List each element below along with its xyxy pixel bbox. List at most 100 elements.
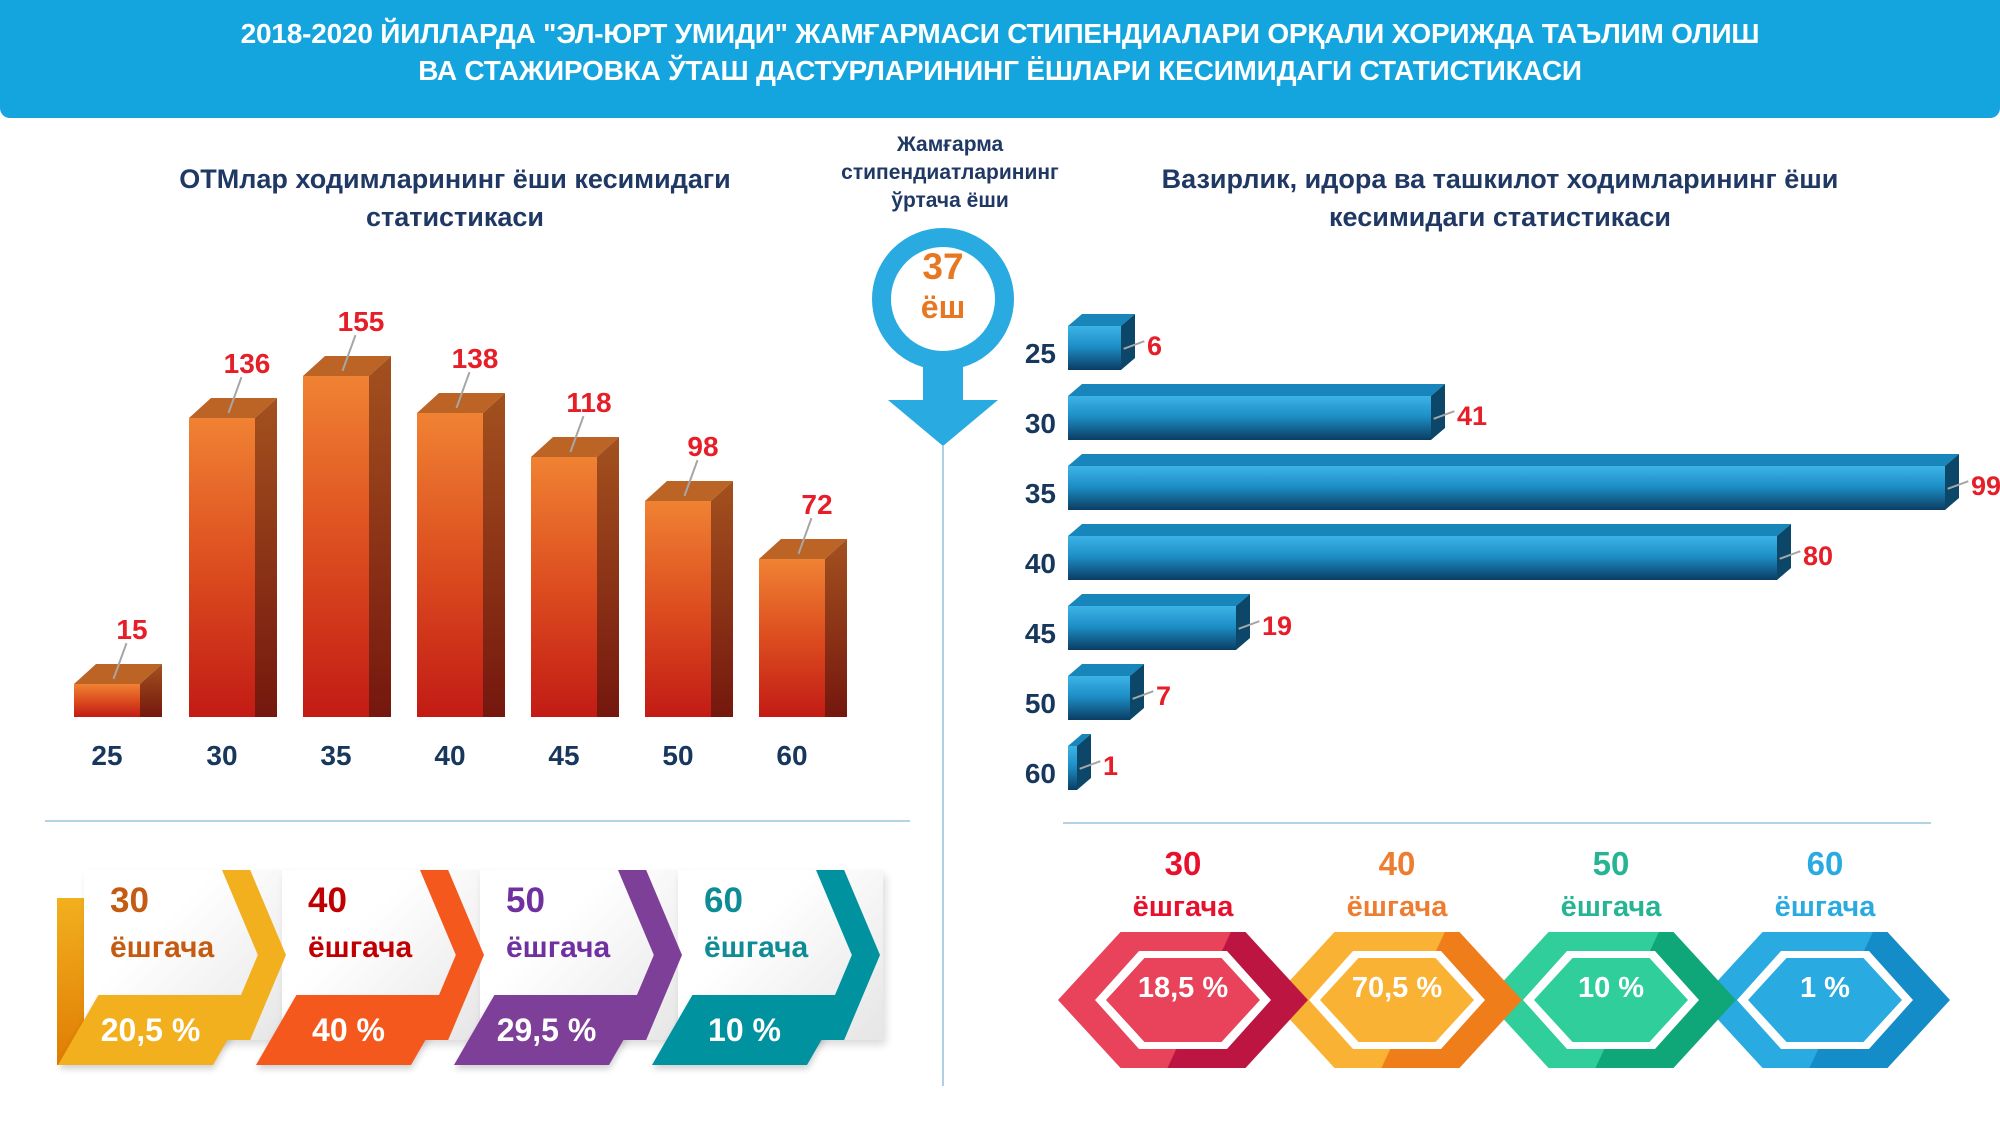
hexagon-age: 50 — [1592, 845, 1630, 882]
left-bar-side-face-35 — [369, 356, 391, 717]
left-bar-front-45 — [531, 457, 597, 717]
left-separator-line — [45, 820, 910, 822]
left-bar-front-30 — [189, 418, 255, 717]
percent-value: 18,5 % — [1137, 972, 1229, 1004]
arrow-suffix: ёшгача — [110, 931, 215, 964]
right-bar-category-25: 25 — [1024, 338, 1056, 369]
right-bar-category-30: 30 — [1024, 408, 1056, 439]
average-age-value: 37 — [922, 246, 964, 287]
right-bar-value-25: 6 — [1147, 331, 1163, 361]
left-bar-top-face-45 — [531, 437, 619, 457]
arrow-age: 40 — [308, 881, 347, 920]
arrow-suffix: ёшгача — [704, 931, 809, 964]
arrow-age-label: 40 ёшгача — [308, 878, 438, 970]
right-bar-side-face-45 — [1236, 594, 1250, 650]
left-bar-category-40: 40 — [434, 740, 466, 771]
vertical-divider — [942, 446, 944, 1086]
right-bar-front-45 — [1068, 606, 1236, 650]
left-bar-side-face-50 — [711, 481, 733, 717]
left-bar-side-face-60 — [825, 539, 847, 717]
hexagon-suffix: ёшгача — [1774, 891, 1876, 923]
percent-value: 10 % — [1577, 972, 1645, 1004]
left-bar-category-35: 35 — [320, 740, 352, 771]
left-bar-side-face-45 — [597, 437, 619, 717]
right-bar-side-face-50 — [1130, 664, 1144, 720]
right-bar-value-30: 41 — [1457, 401, 1488, 431]
right-bar-category-60: 60 — [1024, 758, 1056, 789]
left-bar-category-45: 45 — [548, 740, 580, 771]
right-bar-value-50: 7 — [1156, 681, 1172, 711]
left-bar-front-50 — [645, 501, 711, 717]
right-bar-side-face-30 — [1431, 384, 1445, 440]
page-title-line2: ВА СТАЖИРОВКА ЎТАШ ДАСТУРЛАРИНИНГ ЁШЛАРИ… — [418, 55, 1582, 86]
right-bar-top-face-25 — [1068, 314, 1135, 326]
arrow-age: 60 — [704, 881, 743, 920]
arrow-age-label: 30 ёшгача — [110, 878, 240, 970]
right-bar-side-face-25 — [1121, 314, 1135, 370]
arrow-suffix: ёшгача — [506, 931, 611, 964]
left-bar-category-25: 25 — [91, 740, 123, 771]
percent-value: 1 % — [1800, 972, 1850, 1004]
right-bar-value-45: 19 — [1262, 611, 1293, 641]
left-chart-title: ОТМлар ходимларининг ёши кесимидаги стат… — [130, 160, 780, 236]
arrow-age-label: 50 ёшгача — [506, 878, 636, 970]
right-bar-category-35: 35 — [1024, 478, 1056, 509]
page-title-line1: 2018-2020 ЙИЛЛАРДА "ЭЛ-ЮРТ УМИДИ" ЖАМҒАР… — [240, 18, 1760, 49]
right-separator-line — [1063, 822, 1931, 824]
left-bar-side-face-40 — [483, 393, 505, 717]
right-bar-value-60: 1 — [1103, 751, 1119, 781]
percent-value: 70,5 % — [1351, 972, 1443, 1004]
hexagon-suffix: ёшгача — [1560, 891, 1662, 923]
left-bar-value-60: 72 — [801, 489, 833, 520]
right-bar-category-50: 50 — [1024, 688, 1056, 719]
right-bar-top-face-40 — [1068, 524, 1791, 536]
percent-value: 40 % — [312, 1012, 385, 1048]
average-age-unit: ёш — [920, 289, 966, 325]
right-bar-value-35: 99 — [1971, 471, 2000, 501]
right-bar-category-40: 40 — [1024, 548, 1056, 579]
percent-value: 29,5 % — [496, 1012, 597, 1048]
right-bar-front-40 — [1068, 536, 1777, 580]
percent-value: 20,5 % — [100, 1012, 201, 1048]
right-bar-top-face-45 — [1068, 594, 1250, 606]
hexagon-age: 60 — [1806, 845, 1844, 882]
right-bar-side-face-40 — [1777, 524, 1791, 580]
right-bar-front-25 — [1068, 326, 1121, 370]
hexagon-age-label: 50 ёшгача — [1501, 843, 1721, 928]
average-age-label-line1: Жамғарма — [896, 133, 1004, 156]
arrow-age-label: 60 ёшгача — [704, 878, 834, 970]
right-bar-front-35 — [1068, 466, 1945, 510]
left-bar-category-60: 60 — [776, 740, 808, 771]
left-bar-value-35: 155 — [337, 306, 385, 337]
left-bar-category-50: 50 — [662, 740, 694, 771]
right-bar-category-45: 45 — [1024, 618, 1056, 649]
arrow-suffix: ёшгача — [308, 931, 413, 964]
arrow-age: 30 — [110, 881, 149, 920]
left-bar-category-30: 30 — [206, 740, 238, 771]
right-bar-side-face-60 — [1077, 734, 1091, 790]
right-bar-top-face-30 — [1068, 384, 1445, 396]
right-chart-title: Вазирлик, идора ва ташкилот ходимларинин… — [1060, 160, 1940, 236]
balloon-arrow-down-icon — [888, 400, 998, 446]
left-bar-top-face-35 — [303, 356, 391, 376]
left-bar-top-face-25 — [74, 664, 162, 684]
hexagon-age-label: 40 ёшгача — [1287, 843, 1507, 928]
left-bar-front-35 — [303, 376, 369, 717]
hexagon-suffix: ёшгача — [1346, 891, 1448, 923]
left-bar-top-face-50 — [645, 481, 733, 501]
average-age-label-line2: стипендиатларининг — [841, 161, 1059, 184]
arrow-age: 50 — [506, 881, 545, 920]
average-age-label-line3: ўртача ёши — [891, 189, 1009, 212]
hexagon-suffix: ёшгача — [1132, 891, 1234, 923]
right-bar-top-face-50 — [1068, 664, 1144, 676]
right-bar-front-50 — [1068, 676, 1130, 720]
left-bar-side-face-30 — [255, 398, 277, 717]
left-bar-value-50: 98 — [687, 431, 719, 462]
left-bar-front-40 — [417, 413, 483, 717]
hexagon-age-label: 30 ёшгача — [1073, 843, 1293, 928]
hexagon-age: 40 — [1378, 845, 1416, 882]
right-bar-front-60 — [1068, 746, 1077, 790]
right-bar-top-face-35 — [1068, 454, 1959, 466]
left-bar-top-face-60 — [759, 539, 847, 559]
